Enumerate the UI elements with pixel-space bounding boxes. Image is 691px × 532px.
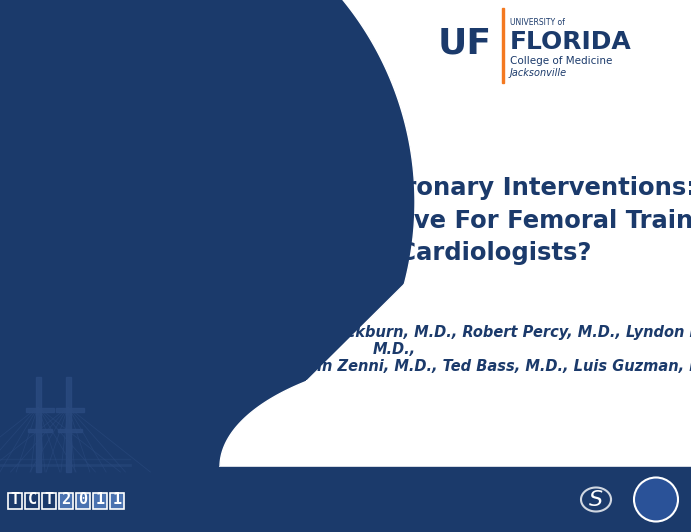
Text: T: T xyxy=(44,492,54,507)
Circle shape xyxy=(634,478,678,521)
Polygon shape xyxy=(480,462,691,467)
Bar xyxy=(25,493,39,509)
Bar xyxy=(28,429,52,432)
Bar xyxy=(0,467,691,532)
Polygon shape xyxy=(220,0,691,467)
Text: 1: 1 xyxy=(113,492,122,507)
Bar xyxy=(502,8,504,83)
Bar xyxy=(56,408,84,412)
Text: T: T xyxy=(10,492,19,507)
Bar xyxy=(66,377,71,472)
Text: C: C xyxy=(28,492,37,507)
Text: Bharat Gummadi, M.D., Jeffrey Blackburn, M.D., Robert Percy, M.D., Lyndon Box,: Bharat Gummadi, M.D., Jeffrey Blackburn,… xyxy=(63,325,691,340)
Text: College of Medicine: College of Medicine xyxy=(510,56,612,66)
Text: S: S xyxy=(589,489,603,510)
Text: 1: 1 xyxy=(95,492,104,507)
Bar xyxy=(93,493,107,509)
Polygon shape xyxy=(95,0,691,522)
Bar xyxy=(36,377,41,472)
Bar xyxy=(110,493,124,509)
Bar xyxy=(59,493,73,509)
Text: 0: 0 xyxy=(79,492,88,507)
Text: M.D.,: M.D., xyxy=(372,342,415,357)
Text: Dominick Angiolillo, M.D., Martin Zenni, M.D., Ted Bass, M.D., Luis Guzman, M.D.: Dominick Angiolillo, M.D., Martin Zenni,… xyxy=(61,359,691,374)
Text: 2: 2 xyxy=(61,492,70,507)
Text: UNIVERSITY of: UNIVERSITY of xyxy=(510,18,565,27)
Bar xyxy=(8,493,22,509)
Bar xyxy=(58,429,82,432)
Bar xyxy=(76,493,90,509)
Text: Jacksonville: Jacksonville xyxy=(510,68,567,78)
Text: Transradial Approach To Coronary Interventions:How
Steep Is The Learning Curve F: Transradial Approach To Coronary Interve… xyxy=(32,176,691,265)
Bar xyxy=(42,493,56,509)
Text: UF: UF xyxy=(438,26,492,60)
Bar xyxy=(26,408,54,412)
Text: FLORIDA: FLORIDA xyxy=(510,30,632,54)
